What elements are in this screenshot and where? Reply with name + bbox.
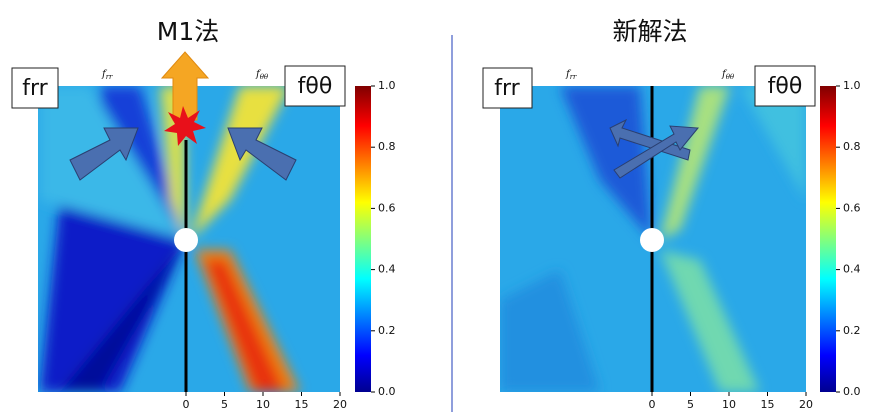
axis-title-sub: θθ — [726, 73, 735, 81]
panel: 新解法 frr fθθ frr fθθ — [483, 17, 836, 392]
x-tick-label: 5 — [221, 398, 228, 411]
label: fθθ — [768, 74, 803, 99]
colorbar — [820, 86, 836, 392]
x-tick-label: 15 — [761, 398, 775, 411]
panel-title: 新解法 — [612, 17, 687, 46]
axis-title-sub: rr — [570, 73, 577, 81]
label: fθθ — [298, 74, 333, 99]
colorbar-tick-label: 0.2 — [378, 324, 396, 337]
colorbar-tick-label: 1.0 — [378, 79, 396, 92]
x-tick-label: 10 — [256, 398, 270, 411]
colorbar-tick-label: 0.2 — [843, 324, 861, 337]
axis-title-sub: θθ — [260, 73, 269, 81]
figure: M1法 frr fθθ frr fθθ 新解法 frr fθθ frr fθθ … — [0, 0, 874, 412]
x-tick-label: 15 — [295, 398, 309, 411]
x-tick-label: 5 — [687, 398, 694, 411]
axis-title: fθθ — [255, 69, 269, 82]
colorbar-tick-label: 0.4 — [843, 263, 861, 276]
axis-title: frr — [101, 69, 113, 82]
colorbar-tick-label: 0.0 — [378, 385, 396, 398]
hole — [174, 228, 198, 252]
label: frr — [22, 76, 48, 101]
x-tick-label: 20 — [333, 398, 347, 411]
colorbar-tick-label: 0.6 — [843, 201, 861, 214]
axis-title: frr — [565, 69, 577, 82]
colorbar-tick-label: 1.0 — [843, 79, 861, 92]
x-tick-label: 10 — [722, 398, 736, 411]
colorbar-tick-label: 0.4 — [378, 263, 396, 276]
colorbar-tick-label: 0.8 — [843, 140, 861, 153]
x-tick-label: 0 — [649, 398, 656, 411]
colorbar — [355, 86, 371, 392]
axis-title-sub: rr — [106, 73, 113, 81]
colorbar-tick-label: 0.8 — [378, 140, 396, 153]
x-tick-label: 20 — [799, 398, 813, 411]
panel: M1法 frr fθθ frr fθθ — [12, 17, 371, 392]
axis-title: fθθ — [721, 69, 735, 82]
colorbar-tick-label: 0.6 — [378, 201, 396, 214]
x-tick-label: 0 — [183, 398, 190, 411]
hole — [640, 228, 664, 252]
colorbar-tick-label: 0.0 — [843, 385, 861, 398]
panel-title: M1法 — [157, 17, 219, 46]
label: frr — [494, 76, 520, 101]
